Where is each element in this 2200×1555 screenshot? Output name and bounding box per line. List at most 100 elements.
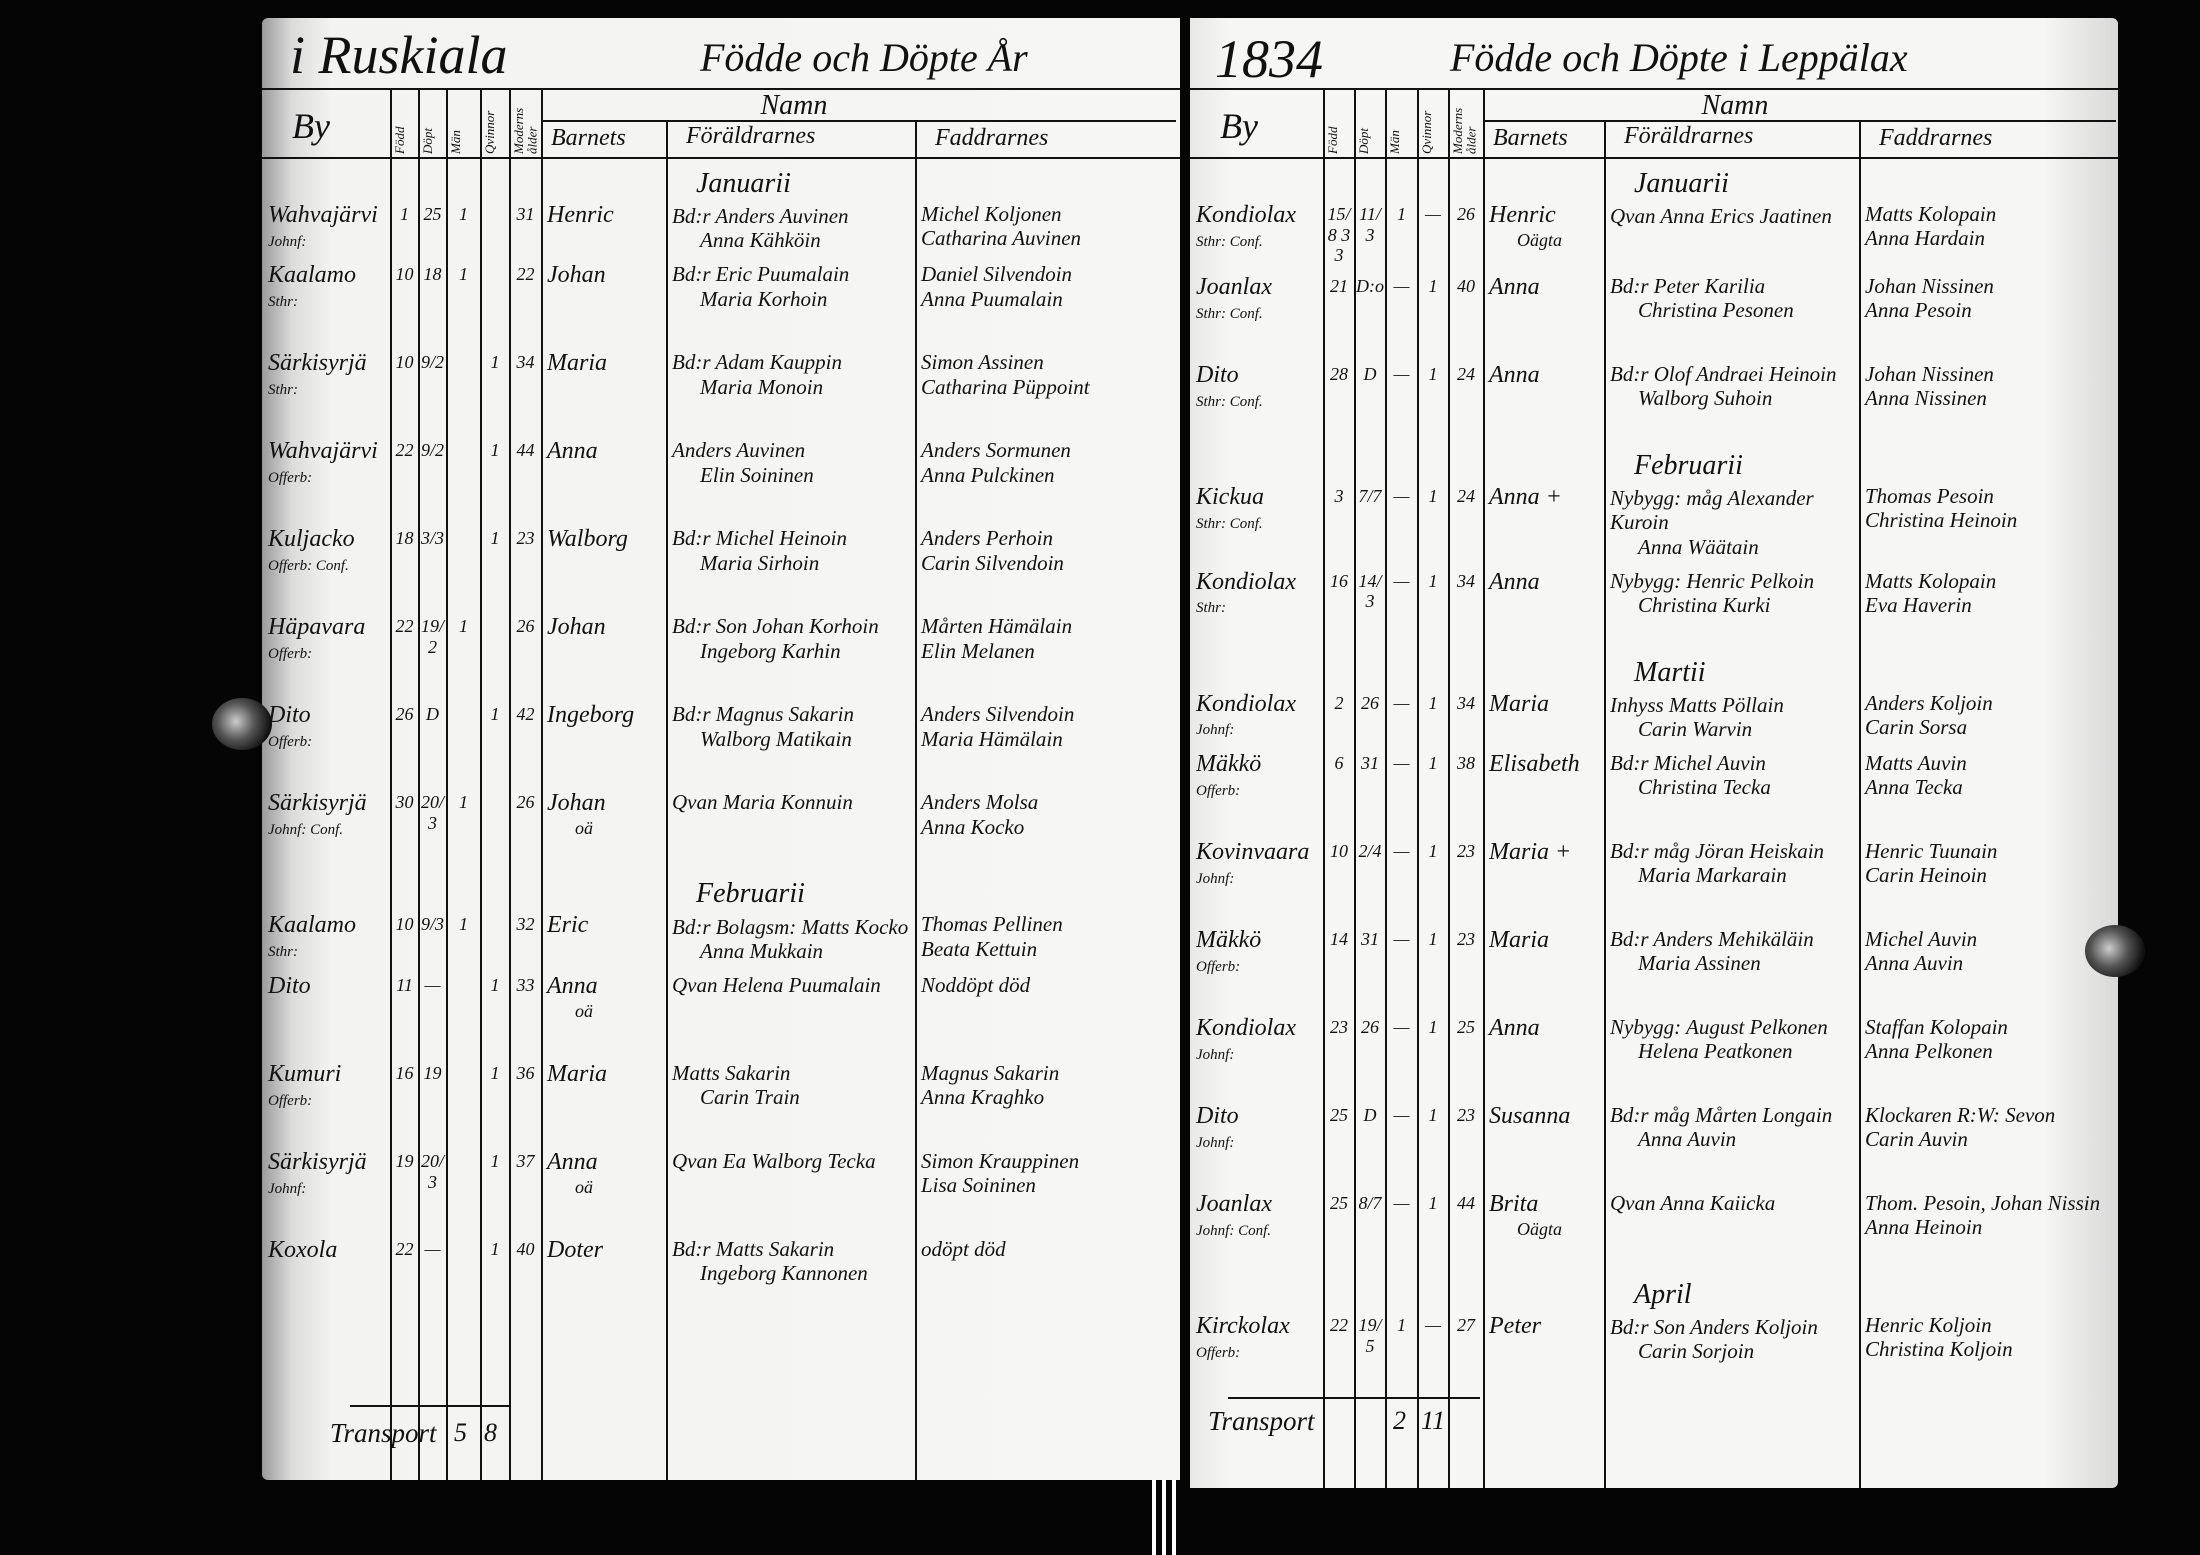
sponsor-line: Carin Sorsa (1865, 714, 1968, 739)
village-name: Dito (1196, 362, 1239, 389)
village-note: Offerb: (268, 646, 313, 663)
mother-age: 26 (516, 616, 535, 637)
sponsors-cell: Anders Perhoin Carin Silvendoin (915, 520, 1176, 608)
female-count: 1 (1428, 841, 1438, 862)
parents-cell: Nybygg: Henric Pelkoin Christina Kurki (1604, 563, 1859, 651)
mother-age: 31 (516, 204, 535, 224)
birth-day: 10 (1330, 841, 1348, 862)
child-cell: Maria + (1483, 833, 1604, 921)
birth-day: 14 (1330, 929, 1348, 950)
parents-cell: Januarii Qvan Anna Erics Jaatinen (1604, 162, 1859, 268)
parents-cell: Qvan Helena Puumalain (666, 967, 915, 1055)
male-count: 1 (459, 264, 468, 285)
parent-line: Bd:r Matts Sakarin (672, 1236, 835, 1261)
parent-line: Christina Kurki (1638, 592, 1771, 617)
child-cell: Brita Oägta (1483, 1185, 1604, 1273)
mother-age: 34 (516, 352, 535, 373)
village-cell: Häpavara Offerb: (262, 608, 390, 696)
sponsor-line: Anna Puumalain (921, 286, 1063, 311)
sponsor-line: Anna Pesoin (1865, 298, 1972, 323)
village-cell: Mäkkö Offerb: (1190, 921, 1323, 1009)
village-cell: Dito Sthr: Conf. (1190, 356, 1323, 444)
parent-line: Walborg Suhoin (1638, 386, 1773, 411)
sponsor-line: Anna Hardain (1865, 226, 1985, 251)
column-divider (509, 88, 511, 1480)
sponsor-line: Anna Tecka (1865, 775, 1963, 800)
parents-cell: Bd:r Eric Puumalain Maria Korhoin (666, 256, 915, 344)
child-name: Maria (547, 1060, 607, 1087)
female-count: 1 (1428, 753, 1438, 774)
book-clasp (212, 698, 272, 750)
village-note: Johnf: Conf. (268, 822, 343, 839)
birth-day: 10 (395, 264, 414, 285)
female-count: 1 (490, 1238, 500, 1259)
birth-day: 16 (395, 1062, 414, 1083)
child-cell: Susanna (1483, 1097, 1604, 1185)
birth-day: 25 (1330, 1193, 1348, 1214)
male-count: — (1393, 753, 1410, 774)
baptism-day: 26 (1361, 1017, 1379, 1038)
mother-age: 27 (1457, 1315, 1475, 1336)
female-count: 1 (1428, 276, 1438, 297)
village-note: Johnf: (268, 233, 307, 250)
child-name: Elisabeth (1489, 751, 1580, 778)
male-count (446, 1055, 480, 1143)
village-cell: Kaalamo Sthr: (262, 256, 390, 344)
sponsor-line: Anna Kocko (921, 814, 1025, 839)
parent-line: Anna Mukkain (700, 938, 824, 963)
village-note: Offerb: (1196, 958, 1241, 975)
parent-line: Nybygg: August Pelkonen (1610, 1015, 1828, 1040)
village-note: Sthr: (1196, 600, 1226, 617)
sponsors-cell: Michel Koljonen Catharina Auvinen (915, 162, 1176, 256)
child-cell: Eric (541, 872, 666, 966)
mother-age: 23 (1457, 841, 1475, 862)
column-divider (1859, 120, 1861, 1488)
sponsor-line: Thom. Pesoin, Johan Nissin (1865, 1191, 2101, 1216)
sponsor-line: odöpt död (921, 1236, 1006, 1261)
mother-age: 36 (516, 1062, 535, 1083)
female-count: 1 (1428, 1105, 1438, 1126)
parent-line: Bd:r Olof Andraei Heinoin (1610, 362, 1837, 387)
female-count: 1 (490, 352, 500, 373)
child-cell: Anna (1483, 268, 1604, 356)
village-name: Wahvajärvi (268, 438, 378, 465)
mother-age: 40 (1457, 276, 1475, 297)
baptism-day: 20/3 (420, 792, 444, 834)
child-cell: Maria (1483, 921, 1604, 1009)
village-cell: Kirckolax Offerb: (1190, 1273, 1323, 1367)
child-name: Maria + (1489, 839, 1572, 866)
child-name: Henric (1489, 202, 1556, 228)
parent-line: Elin Soininen (700, 462, 814, 487)
village-note: Sthr: Conf. (1196, 393, 1263, 410)
column-header-fodd: Född (392, 126, 407, 154)
page-heading: Födde och Döpte i Leppälax (1450, 35, 1908, 80)
female-count: 1 (1428, 570, 1438, 591)
female-count: 1 (1428, 364, 1438, 385)
left-page: i Ruskiala Födde och Döpte År By Född Döpt Mä… (262, 18, 1180, 1480)
village-cell: Kickua Sthr: Conf. (1190, 444, 1323, 563)
child-name: Susanna (1489, 1103, 1571, 1130)
child-name: Anna (1489, 568, 1540, 595)
sponsors-cell: Matts Kolopain Anna Hardain (1859, 162, 2116, 268)
birth-day: 21 (1330, 276, 1348, 297)
child-cell: Anna oä (541, 1143, 666, 1231)
village-cell: Kondiolax Johnf: (1190, 1009, 1323, 1097)
village-name: Kondiolax (1196, 202, 1296, 228)
male-count: 1 (459, 914, 468, 935)
parents-cell: Bd:r Michel Auvin Christina Tecka (1604, 745, 1859, 833)
parent-line: Qvan Anna Kaiicka (1610, 1191, 1776, 1216)
birth-day: 22 (1330, 1315, 1348, 1336)
column-header-namn: Namn (760, 90, 828, 121)
birth-day: 22 (395, 616, 414, 637)
child-note: oä (575, 818, 593, 839)
parents-cell: April Bd:r Son Anders Koljoin Carin Sorjoi… (1604, 1273, 1859, 1367)
village-cell: Dito (262, 967, 390, 1055)
parent-line: Helena Peatkonen (1638, 1039, 1793, 1064)
mother-age: 44 (516, 440, 535, 461)
column-header-faddrarnes: Faddrarnes (935, 125, 1049, 151)
parent-line: Christina Tecka (1638, 775, 1771, 800)
village-cell: Särkisyrjä Johnf: Conf. (262, 784, 390, 872)
female-count: — (1424, 1315, 1441, 1336)
column-header-dopt: Döpt (420, 128, 435, 154)
child-cell: Johan (541, 608, 666, 696)
